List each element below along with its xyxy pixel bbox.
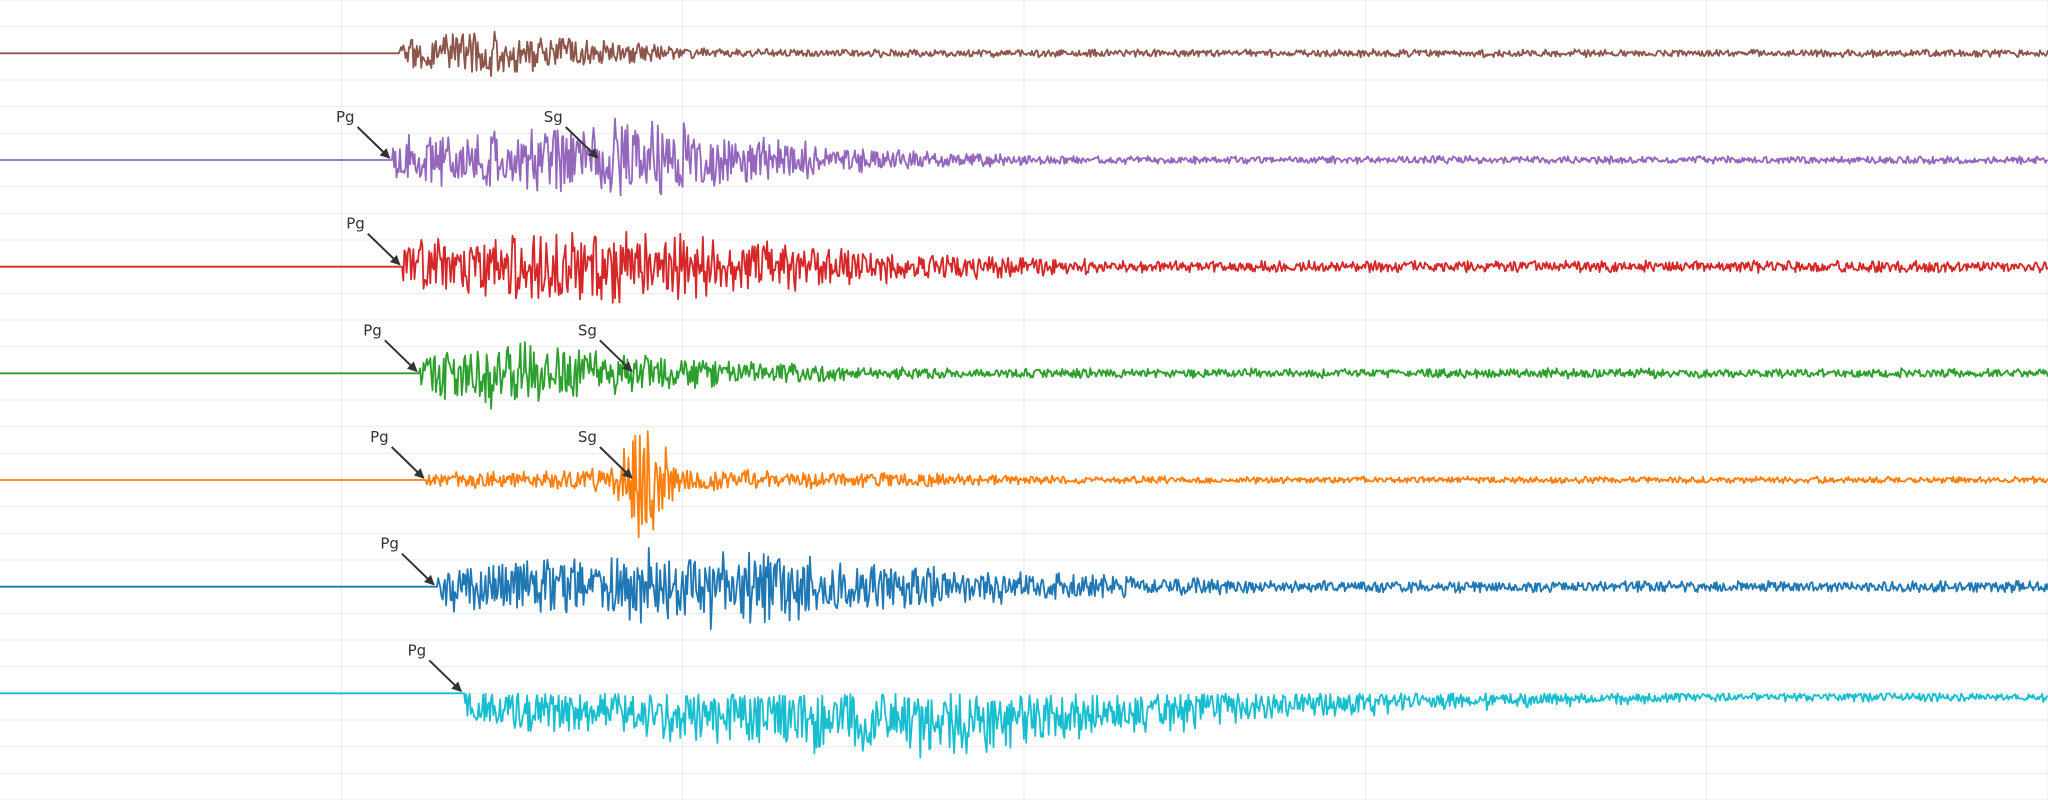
pick-label: Pg: [336, 108, 355, 126]
pick-label: Pg: [363, 321, 382, 339]
pick-arrow: [390, 446, 425, 479]
phase-pick-pg-trace-2: Pg: [336, 108, 391, 159]
pick-label: Pg: [408, 641, 427, 659]
seismic-trace-3: [0, 231, 2048, 304]
phase-pick-pg-trace-4: Pg: [363, 321, 418, 373]
pick-label: Pg: [370, 428, 389, 446]
seismic-trace-4: [0, 341, 2048, 410]
phase-pick-sg-trace-5: Sg: [578, 428, 633, 479]
phase-pick-pg-trace-6: Pg: [380, 535, 435, 586]
pick-arrow: [401, 552, 435, 586]
phase-pick-pg-trace-5: Pg: [370, 428, 425, 479]
phase-pick-pg-trace-3: Pg: [346, 215, 401, 266]
phase-pick-sg-trace-4: Sg: [578, 321, 633, 373]
seismic-trace-2: [0, 117, 2048, 197]
pick-arrow: [384, 339, 418, 373]
pick-arrow: [565, 126, 599, 159]
pick-label: Sg: [578, 428, 597, 446]
pick-label: Sg: [544, 108, 563, 126]
pick-arrow: [356, 126, 391, 159]
seismic-trace-7: [0, 692, 2048, 759]
pick-arrow: [599, 339, 633, 373]
phase-pick-sg-trace-2: Sg: [544, 108, 599, 159]
seismic-trace-6: [0, 547, 2048, 630]
phase-pick-pg-trace-7: Pg: [408, 641, 462, 693]
pick-arrow: [428, 659, 462, 693]
trace-layer: [0, 30, 2048, 759]
pick-label: Pg: [346, 215, 365, 233]
pick-label: Sg: [578, 321, 597, 339]
pick-arrow: [599, 446, 633, 479]
phase-pick-layer: Pg Sg Pg Pg Sg Pg Sg Pg Pg: [336, 108, 633, 693]
seismic-trace-5: [0, 430, 2048, 539]
pick-arrow: [367, 232, 401, 266]
pick-label: Pg: [380, 535, 399, 553]
seismic-trace-1: [0, 30, 2048, 77]
